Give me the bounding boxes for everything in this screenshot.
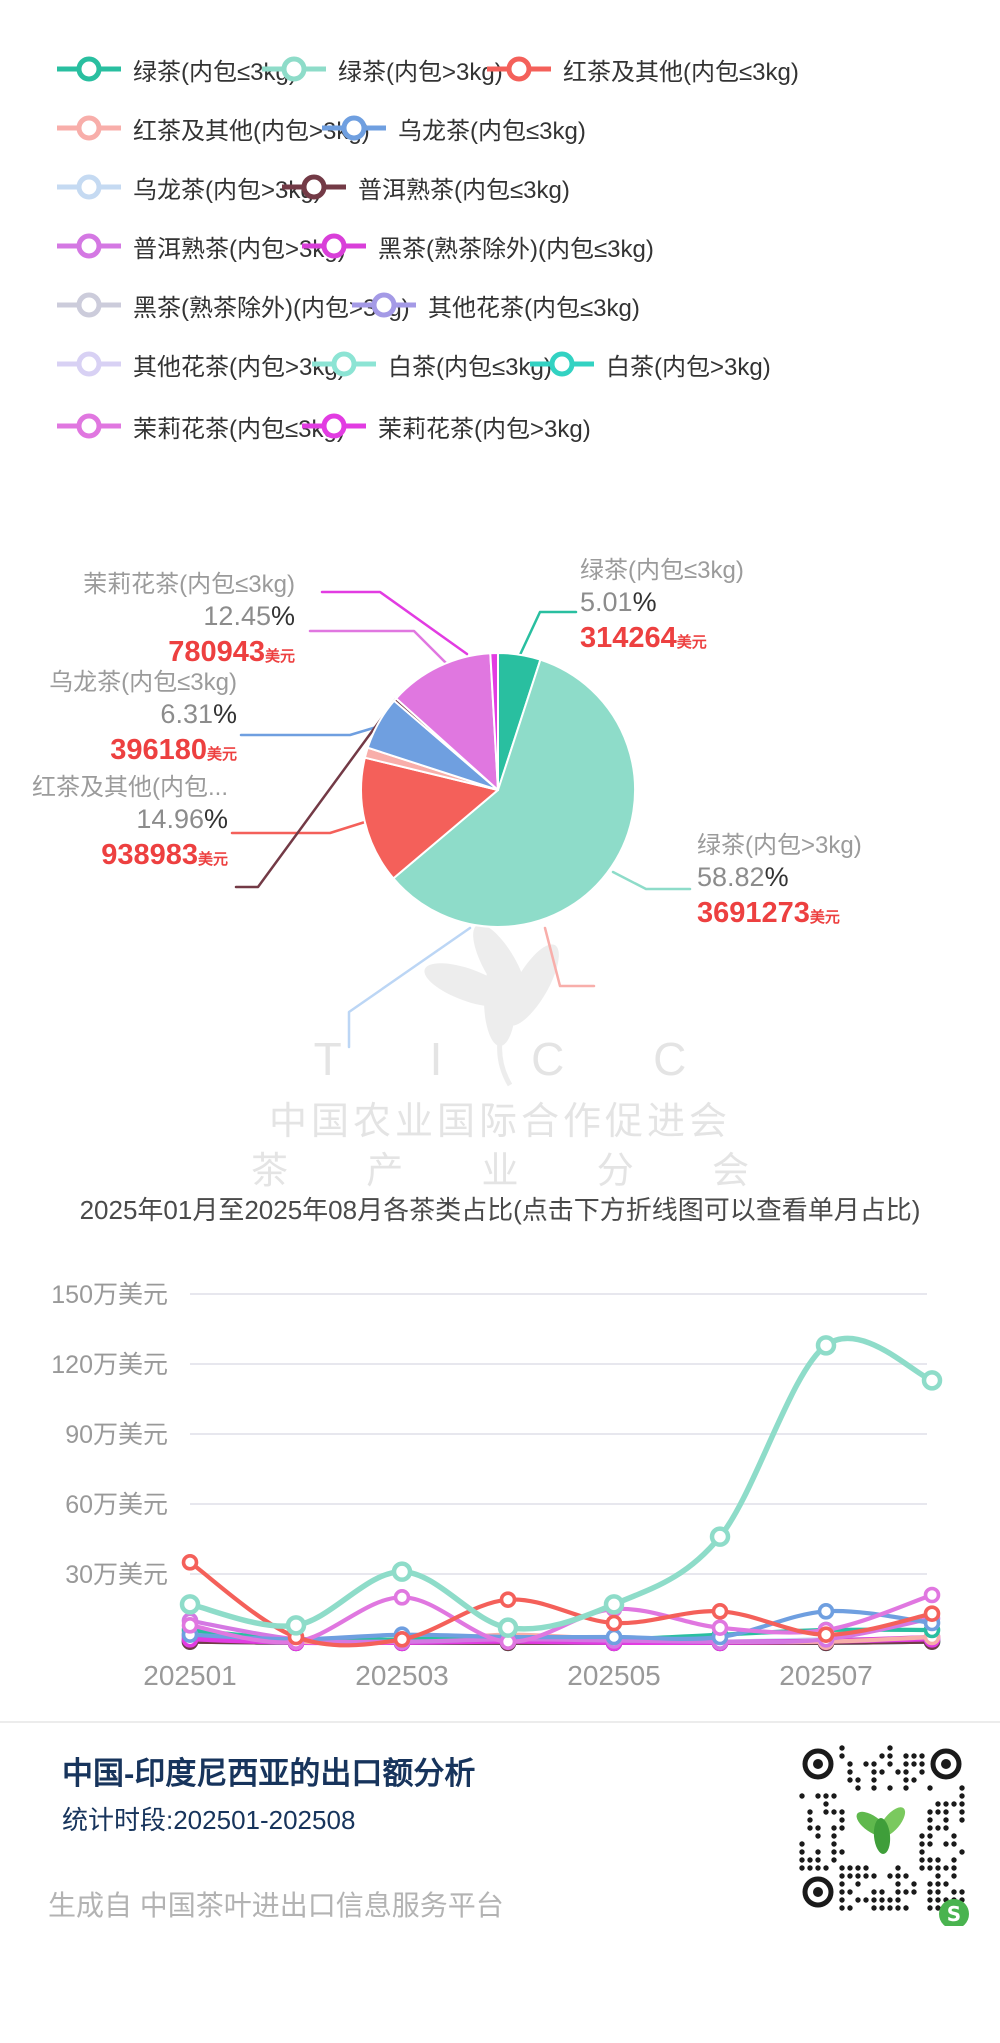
legend-item[interactable]: 普洱熟茶(内包≤3kg) [282,170,570,204]
qr-code: S [799,1745,969,1926]
legend-line-marker-icon [322,115,386,141]
legend-item-label: 绿茶(内包>3kg) [338,58,503,86]
pie-slice[interactable] [395,652,499,791]
legend-line-marker-icon [352,292,416,318]
legend-line-marker-icon [302,233,366,259]
legend-line-marker-icon [57,56,121,82]
watermark-branch: 茶 产 业 分 会 [250,1150,784,1191]
report-period: 统计时段:202501-202508 [62,1805,356,1835]
legend-item[interactable]: 茉莉花茶(内包>3kg) [302,409,591,443]
legend-line-marker-icon [57,233,121,259]
pie-callout-name: 绿茶(内包>3kg) [697,832,862,859]
pie-callout: 绿茶(内包>3kg) 58.82% 3691273美元 [697,831,862,931]
legend-item-label: 黑茶(熟茶除外)(内包≤3kg) [378,235,654,263]
line-series[interactable] [181,1554,941,1648]
line-chart[interactable]: 150万美元 120万美元 90万美元 60万美元 30万美元 202501 202503 2… [0,1260,1000,1710]
legend-item[interactable]: 红茶及其他(内包≤3kg) [487,52,799,86]
pie-callout-name: 茉莉花茶(内包≤3kg) [83,571,295,598]
pie-callout: 乌龙茶(内包≤3kg) 6.31% 396180美元 [49,668,237,768]
legend-item-label: 茉莉花茶(内包≤3kg) [133,415,345,443]
pie-callout: 红茶及其他(内包... 14.96% 938983美元 [32,773,228,873]
legend-item[interactable]: 乌龙茶(内包>3kg) [57,170,322,204]
legend-item[interactable]: 红茶及其他(内包>3kg) [57,111,370,145]
legend-item[interactable]: 黑茶(熟茶除外)(内包>3kg) [57,288,410,322]
legend-item-label: 普洱熟茶(内包≤3kg) [358,176,570,204]
x-axis-tick-label: 202507 [779,1660,872,1691]
pie-callout-name: 绿茶(内包≤3kg) [580,557,744,584]
legend-line-marker-icon [57,174,121,200]
legend-item[interactable]: 白茶(内包≤3kg) [312,347,552,381]
y-axis-tick-label: 30万美元 [65,1561,168,1589]
section-subtitle: 2025年01月至2025年08月各茶类占比(点击下方折线图可以查看单月占比) [79,1195,921,1225]
y-axis-tick-label: 90万美元 [65,1421,168,1449]
pie-callout-value: 938983美元 [101,838,228,871]
legend-line-marker-icon [282,174,346,200]
legend-item[interactable]: 茉莉花茶(内包≤3kg) [57,409,345,443]
legend-item[interactable]: 其他花茶(内包>3kg) [57,347,346,381]
report-title: 中国-印度尼西亚的出口额分析 [62,1756,476,1791]
legend-line-marker-icon [302,413,366,439]
pie-callout: 茉莉花茶(内包≤3kg) 12.45% 780943美元 [83,570,295,670]
legend-line-marker-icon [57,413,121,439]
legend-item-label: 其他花茶(内包>3kg) [133,353,346,381]
pie-callout-name: 乌龙茶(内包≤3kg) [49,669,237,696]
legend-item-label: 乌龙茶(内包≤3kg) [398,117,586,145]
legend-item-label: 绿茶(内包≤3kg) [133,58,297,86]
y-axis-tick-label: 150万美元 [51,1281,168,1309]
pie-callout-name: 红茶及其他(内包... [32,774,228,801]
legend-item[interactable]: 普洱熟茶(内包>3kg) [57,229,346,263]
legend-line-marker-icon [57,351,121,377]
legend-item-label: 乌龙茶(内包>3kg) [133,176,322,204]
pie-chart [230,590,692,1049]
report-source: 生成自 中国茶叶进出口信息服务平台 [48,1890,504,1921]
line-series[interactable] [179,1335,943,1638]
legend-item-label: 红茶及其他(内包>3kg) [133,117,370,145]
legend-item[interactable]: 白茶(内包>3kg) [530,347,771,381]
pie-callout-value: 3691273美元 [697,896,840,929]
qr-mini-program-badge: S [939,1899,969,1926]
legend-item-label: 茉莉花茶(内包>3kg) [378,415,591,443]
x-axis-tick-label: 202503 [355,1660,448,1691]
legend-item[interactable]: 绿茶(内包≤3kg) [57,52,297,86]
legend-line-marker-icon [57,292,121,318]
pie-callout-value: 314264美元 [580,621,707,654]
pie-callout-percent: 6.31% [160,699,237,729]
legend-line-marker-icon [57,115,121,141]
legend-item[interactable]: 乌龙茶(内包≤3kg) [322,111,586,145]
legend-line-marker-icon [487,56,551,82]
footer-divider [0,1721,1000,1723]
svg-text:S: S [947,1902,961,1926]
watermark-ticc: T I C C [313,1033,725,1085]
legend-item-label: 普洱熟茶(内包>3kg) [133,235,346,263]
y-axis-tick-label: 120万美元 [51,1351,168,1379]
legend-line-marker-icon [530,351,594,377]
pie-slice[interactable] [360,756,499,880]
x-axis-tick-label: 202505 [567,1660,660,1691]
pie-callout-percent: 5.01% [580,587,657,617]
pie-slice[interactable] [489,651,499,791]
pie-callout-percent: 58.82% [697,862,789,892]
legend-item[interactable]: 绿茶(内包>3kg) [262,52,503,86]
legend-item-label: 白茶(内包>3kg) [606,353,771,381]
legend-item-label: 红茶及其他(内包≤3kg) [563,58,799,86]
pie-callout-percent: 14.96% [136,804,228,834]
pie-callout: 绿茶(内包≤3kg) 5.01% 314264美元 [580,556,744,656]
legend-line-marker-icon [312,351,376,377]
legend-item-label: 白茶(内包≤3kg) [388,353,552,381]
watermark-leaf-icon [424,924,559,1087]
pie-callout-value: 780943美元 [168,635,295,668]
x-axis-tick-label: 202501 [143,1660,236,1691]
legend-line-marker-icon [262,56,326,82]
qr-center-leaf-logo [852,1798,912,1858]
pie-slice[interactable] [392,658,637,928]
pie-callout-percent: 12.45% [203,601,295,631]
watermark-organization: 中国农业国际合作促进会 [268,1101,731,1143]
y-axis-tick-label: 60万美元 [65,1491,168,1519]
legend-item-label: 其他花茶(内包≤3kg) [428,294,640,322]
pie-callout-value: 396180美元 [110,733,237,766]
legend-item[interactable]: 其他花茶(内包≤3kg) [352,288,640,322]
legend-item[interactable]: 黑茶(熟茶除外)(内包≤3kg) [302,229,654,263]
legend-item-label: 黑茶(熟茶除外)(内包>3kg) [133,294,410,322]
